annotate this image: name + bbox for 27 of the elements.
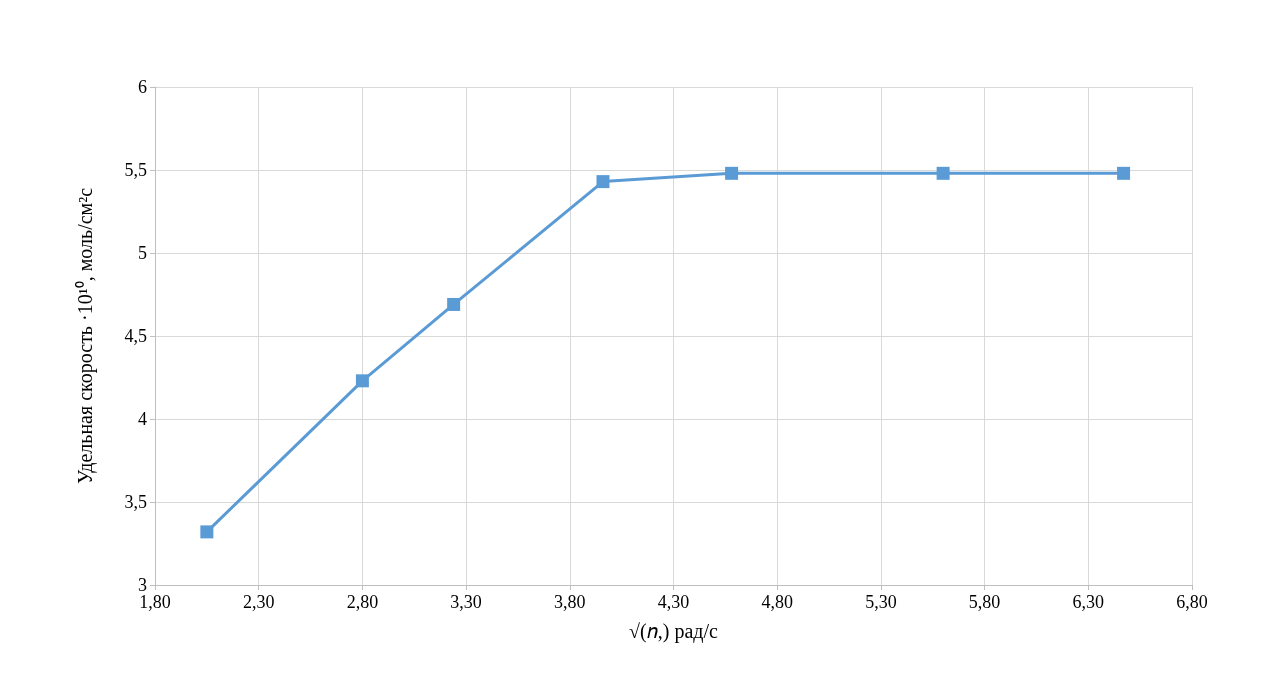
x-tick-label: 3,80 (554, 592, 586, 612)
point (200, 525, 214, 539)
x-tick-label: 5,30 (865, 592, 897, 612)
y-tick-label: 5 (138, 243, 147, 263)
x-tick-label: 2,30 (242, 592, 275, 612)
y-tick-label: 4,5 (124, 326, 147, 346)
x-tick-label: 6,30 (1072, 592, 1105, 612)
x-axis-title: √(𝑛,) рад/с (629, 620, 719, 643)
x-tick-label: 3,30 (450, 592, 482, 612)
x-tick-label: 4,80 (761, 592, 793, 612)
x-tick-label: 2,80 (346, 592, 379, 612)
x-tick-label: 1,80 (139, 592, 171, 612)
x-tick-label: 5,80 (968, 592, 1001, 612)
y-tick-label: 4 (138, 409, 147, 429)
point (1117, 166, 1131, 180)
y-tick-label: 5,5 (124, 160, 147, 180)
y-axis-title: Удельная скорость ·10¹⁰, моль/см²с (74, 187, 97, 485)
point (355, 374, 369, 388)
y-tick-label: 3 (138, 575, 147, 595)
point (936, 166, 950, 180)
x-tick-label: 6,80 (1176, 592, 1208, 612)
x-tick-label: 4,30 (657, 592, 690, 612)
point (596, 175, 610, 189)
point (447, 297, 461, 311)
point (725, 166, 739, 180)
y-tick-label: 6 (138, 77, 147, 97)
y-tick-label: 3,5 (124, 492, 147, 512)
